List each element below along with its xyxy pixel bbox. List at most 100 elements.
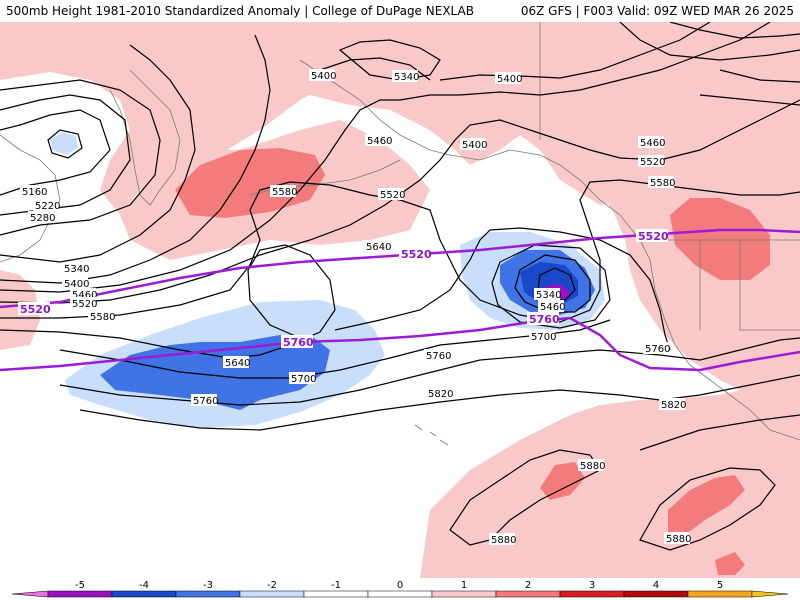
colorbar-arrow-high xyxy=(751,590,789,598)
colorbar-swatch xyxy=(111,590,177,598)
svg-text:5880: 5880 xyxy=(666,534,691,545)
coastlines xyxy=(0,22,800,446)
positive-anomaly-nw xyxy=(0,22,360,215)
svg-text:5340: 5340 xyxy=(394,72,419,83)
svg-text:5580: 5580 xyxy=(650,178,675,189)
colorbar-label: 1 xyxy=(461,580,467,591)
contour-label: 5880 xyxy=(578,459,605,472)
colorbar-swatches xyxy=(11,590,789,598)
contour-label: 5820 xyxy=(426,387,453,400)
svg-text:5640: 5640 xyxy=(366,242,391,253)
svg-text:5640: 5640 xyxy=(225,358,250,369)
contour-label: 5460 xyxy=(365,134,392,147)
svg-text:5340: 5340 xyxy=(536,290,561,301)
contour-5580 xyxy=(0,179,800,323)
colorbar-label: 3 xyxy=(589,580,595,591)
contour-high-east-4 xyxy=(699,94,800,106)
svg-text:5700: 5700 xyxy=(291,374,316,385)
svg-text:5520: 5520 xyxy=(380,190,405,201)
svg-text:5340: 5340 xyxy=(64,264,89,275)
contour-label: 5700 xyxy=(289,372,316,385)
contour-low-inner-3 xyxy=(491,244,611,329)
svg-text:5520: 5520 xyxy=(401,248,432,261)
contour-label: 5700 xyxy=(529,330,556,343)
svg-text:5520: 5520 xyxy=(20,303,51,316)
contour-5820 xyxy=(79,374,800,431)
alaska-coast xyxy=(299,59,691,366)
model-run-info: 06Z GFS | F003 Valid: 09Z WED MAR 26 202… xyxy=(520,4,794,18)
svg-text:5460: 5460 xyxy=(72,290,97,301)
svg-text:5880: 5880 xyxy=(491,535,516,546)
ref-label: 5520 xyxy=(18,302,51,316)
negative-anomaly-far-nw xyxy=(50,132,78,155)
contour-label: 5280 xyxy=(28,211,55,224)
na-interior-border-4 xyxy=(739,240,800,331)
contour-5160 xyxy=(0,109,111,196)
ref-label: 5520 xyxy=(399,247,432,261)
colorbar-label: 0 xyxy=(397,580,403,591)
svg-text:5820: 5820 xyxy=(428,389,453,400)
contour-labels: 5400 5340 5400 5460 5400 5460 5520 5160 … xyxy=(20,69,691,546)
contour-5400 xyxy=(0,34,271,284)
kamchatka-coast xyxy=(109,69,181,206)
svg-text:5700: 5700 xyxy=(531,332,556,343)
contour-label: 5400 xyxy=(495,72,522,85)
svg-text:5760: 5760 xyxy=(529,313,560,326)
svg-text:5760: 5760 xyxy=(193,396,218,407)
positive-anomaly-strong-5 xyxy=(715,552,745,575)
contour-label: 5580 xyxy=(88,310,115,323)
contour-5640 xyxy=(0,244,336,359)
colorbar-label: -4 xyxy=(139,580,149,591)
contour-label: 5760 xyxy=(191,394,218,407)
svg-text:5400: 5400 xyxy=(311,71,336,82)
colorbar-swatch xyxy=(303,590,369,598)
ref-label: 5760 xyxy=(527,312,560,326)
colorbar-label: 4 xyxy=(653,580,659,591)
ref-label: 5520 xyxy=(636,229,669,243)
map-title: 500mb Height 1981-2010 Standardized Anom… xyxy=(6,4,474,18)
contour-high-east-3 xyxy=(719,69,800,83)
contour-nw-small xyxy=(47,129,83,159)
contour-5220 xyxy=(0,94,131,216)
contour-label: 5520 xyxy=(70,297,97,310)
contour-5400-east xyxy=(439,22,711,81)
svg-text:5580: 5580 xyxy=(272,187,297,198)
hawaii xyxy=(414,424,449,446)
svg-text:5580: 5580 xyxy=(90,312,115,323)
colorbar-swatch xyxy=(239,590,305,598)
colorbar-swatch xyxy=(687,590,753,598)
contour-label: 5400 xyxy=(309,69,336,82)
contour-label: 5520 xyxy=(638,155,665,168)
svg-text:5400: 5400 xyxy=(497,74,522,85)
contour-label: 5160 xyxy=(20,185,47,198)
contour-label: 5580 xyxy=(648,176,675,189)
colorbar-swatch xyxy=(431,590,497,598)
svg-text:5400: 5400 xyxy=(64,279,89,290)
svg-text:5460: 5460 xyxy=(640,138,665,149)
contour-label: 5640 xyxy=(223,356,250,369)
ref-label: 5760 xyxy=(281,335,314,349)
svg-text:5160: 5160 xyxy=(22,187,47,198)
height-contours xyxy=(0,22,800,551)
asia-coast xyxy=(0,134,61,263)
contour-low-inner-2 xyxy=(514,254,591,313)
contour-label: 5460 xyxy=(538,300,565,313)
header-bar: 500mb Height 1981-2010 Standardized Anom… xyxy=(0,0,800,22)
colorbar-label: -5 xyxy=(75,580,85,591)
contour-label: 5520 xyxy=(378,188,405,201)
svg-text:5880: 5880 xyxy=(580,461,605,472)
contour-5340-ak xyxy=(338,39,441,81)
positive-anomaly-ne xyxy=(540,22,800,420)
colorbar-swatch xyxy=(559,590,625,598)
contour-label: 5880 xyxy=(664,532,691,545)
svg-text:5460: 5460 xyxy=(540,302,565,313)
svg-text:5820: 5820 xyxy=(661,400,686,411)
mexico-coast xyxy=(689,364,800,441)
contour-label: 5340 xyxy=(62,262,89,275)
positive-anomaly-strong-2 xyxy=(670,198,770,280)
svg-text:5280: 5280 xyxy=(30,213,55,224)
svg-text:5760: 5760 xyxy=(645,344,670,355)
contour-label: 5400 xyxy=(460,138,487,151)
anomaly-map: 5400 5340 5400 5460 5400 5460 5520 5160 … xyxy=(0,22,800,578)
colorbar-label: -1 xyxy=(331,580,341,591)
